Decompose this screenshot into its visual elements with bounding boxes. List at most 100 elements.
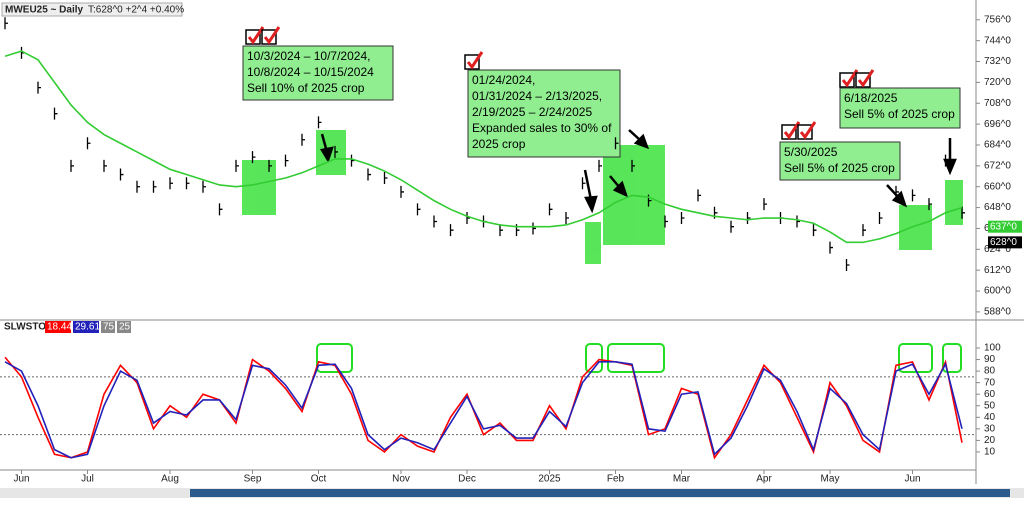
- price-bar: [911, 189, 916, 202]
- readout-box: [73, 321, 99, 333]
- x-tick-label: Jun: [904, 474, 920, 485]
- price-bar: [433, 215, 437, 228]
- price-bar: [862, 224, 866, 237]
- highlight: [945, 180, 963, 225]
- arrow-head: [943, 158, 957, 176]
- price-bar: [928, 198, 932, 211]
- annotation-text: Sell 5% of 2025 crop: [844, 107, 955, 121]
- price-bar: [499, 224, 503, 237]
- price-bar: [614, 137, 619, 150]
- highlight: [242, 160, 276, 215]
- series-line: [4, 361, 963, 459]
- price-bar: [664, 215, 668, 228]
- y-tick-label: 720^0: [984, 77, 1011, 88]
- price-bar: [812, 224, 817, 237]
- price-bar: [86, 137, 91, 150]
- highlight: [585, 222, 601, 264]
- readout: 29.61: [75, 322, 100, 333]
- x-tick-label: Aug: [161, 474, 179, 485]
- stoch-highlights: [316, 343, 962, 373]
- highlight: [898, 343, 933, 373]
- annotation-text: 6/18/2025: [844, 91, 898, 105]
- price-bar: [284, 154, 289, 167]
- y-tick-label: 660^0: [984, 181, 1011, 192]
- panel-title: SLWSTO: [4, 322, 46, 333]
- price-bar: [37, 81, 41, 94]
- annotation-text: 01/24/2024,: [472, 73, 535, 87]
- price-bar: [70, 159, 74, 172]
- price-bar: [895, 185, 899, 198]
- x-tick-label: Mar: [673, 474, 691, 485]
- arrow: [628, 129, 641, 141]
- annotation-text: 2/19/2025 – 2/24/2025: [472, 105, 592, 119]
- check: [841, 69, 859, 88]
- y-tick-label: 612^0: [984, 265, 1011, 276]
- chart-title: MWEU25 ~ Daily: [5, 5, 84, 16]
- x-tick-label: Jul: [81, 474, 94, 485]
- price-bar: [598, 159, 602, 172]
- annotation-text: 10/8/2024 – 10/15/2024: [247, 65, 374, 79]
- highlight: [942, 343, 962, 373]
- header-box: [1, 2, 183, 17]
- y-tick-label: 80: [984, 366, 996, 377]
- y-tick-label: 10: [984, 447, 996, 458]
- check: [783, 121, 801, 140]
- y-tick-label: 708^0: [984, 98, 1011, 109]
- y-tick-label: 20: [984, 435, 996, 446]
- price-bar: [548, 203, 553, 216]
- price-bar: [631, 159, 635, 172]
- price-bar: [565, 212, 569, 225]
- annotation-text: Sell 5% of 2025 crop: [784, 161, 895, 175]
- price-bar: [383, 172, 388, 185]
- y-tick-label: 70: [984, 377, 996, 388]
- check: [857, 69, 875, 88]
- check: [466, 51, 484, 70]
- price-bar: [746, 212, 751, 225]
- price-bar: [680, 212, 685, 225]
- price-label-box: [988, 236, 1022, 249]
- x-tick-label: Apr: [756, 474, 772, 485]
- price-bar: [697, 189, 701, 202]
- y-tick-label: 90: [984, 354, 996, 365]
- series-line: [4, 50, 963, 244]
- highlight: [585, 343, 603, 373]
- y-tick-label: 600^0: [984, 286, 1011, 297]
- y-tick-label: 732^0: [984, 56, 1011, 67]
- y-tick-label: 648^0: [984, 202, 1011, 213]
- y-tick-label: 684^0: [984, 140, 1011, 151]
- price-label: 628^0: [990, 237, 1017, 248]
- checkmarks: [245, 26, 875, 140]
- price-bar: [136, 180, 140, 193]
- price-bar: [301, 133, 305, 146]
- x-tick-label: Feb: [607, 474, 625, 485]
- price-bar: [796, 215, 800, 228]
- x-tick-label: Dec: [458, 474, 476, 485]
- price-bar: [103, 159, 107, 172]
- arrow-head: [891, 190, 908, 208]
- highlight: [607, 343, 665, 373]
- annotation-text: 10/3/2024 – 10/7/2024,: [247, 49, 370, 63]
- level-label: 25: [119, 322, 131, 333]
- price-label-box: [988, 220, 1022, 233]
- scrollbar-thumb[interactable]: [190, 489, 1010, 497]
- annotation-text: 2025 crop: [472, 137, 526, 151]
- price-bar: [829, 241, 833, 254]
- price-bar: [730, 220, 734, 233]
- annotation-text: Sell 10% of 2025 crop: [247, 81, 365, 95]
- arrow: [583, 169, 593, 201]
- price-bar: [185, 177, 190, 190]
- price-bar: [4, 17, 8, 30]
- y-tick-label: 40: [984, 412, 996, 423]
- price-bar: [400, 185, 404, 198]
- price-bar: [268, 159, 272, 172]
- arrow-head: [633, 133, 650, 150]
- annotation-text: 01/31/2024 – 2/13/2025,: [472, 89, 602, 103]
- price-bar: [350, 154, 355, 167]
- y-tick-label: 50: [984, 400, 996, 411]
- price-bar: [961, 206, 965, 219]
- annotation-box: [467, 69, 621, 158]
- arrow-head: [584, 195, 598, 214]
- x-tick-label: May: [821, 474, 840, 485]
- level-label: 75: [103, 322, 115, 333]
